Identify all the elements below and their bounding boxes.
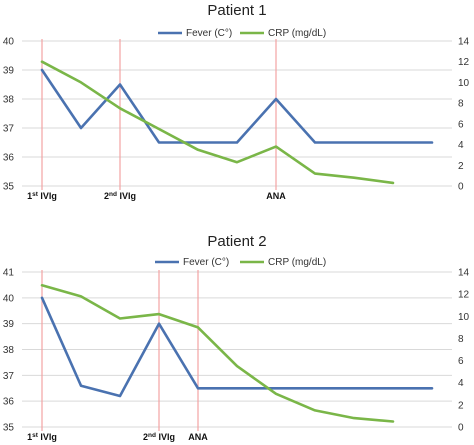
event-label: ANA xyxy=(266,191,286,201)
y-tick-right: 10 xyxy=(458,78,470,89)
y-tick-left: 37 xyxy=(3,371,15,382)
y-tick-left: 39 xyxy=(3,319,15,330)
y-tick-left: 41 xyxy=(3,268,15,279)
y-tick-left: 35 xyxy=(3,182,15,193)
y-tick-right: 6 xyxy=(458,356,464,367)
y-tick-right: 10 xyxy=(458,312,470,323)
grid xyxy=(22,271,452,428)
y-axis-left: 35 36 37 38 39 40 41 xyxy=(3,268,15,434)
y-tick-left: 39 xyxy=(3,66,15,77)
chart-title: Patient 2 xyxy=(207,233,266,250)
event-markers: 1st IVIg 2nd IVIg ANA xyxy=(27,39,286,201)
y-axis-right: 0 2 4 6 8 10 12 14 xyxy=(458,37,470,193)
event-label: 2nd IVIg xyxy=(143,432,175,442)
legend-label-crp: CRP (mg/dL) xyxy=(268,28,326,39)
grid xyxy=(22,40,452,187)
y-tick-left: 40 xyxy=(3,37,15,48)
series-line-fever xyxy=(40,296,434,398)
event-label: 1st IVIg xyxy=(27,191,57,201)
y-tick-left: 38 xyxy=(3,345,15,356)
y-tick-left: 37 xyxy=(3,124,15,135)
legend-label-fever: Fever (C°) xyxy=(186,28,232,39)
y-tick-left: 36 xyxy=(3,397,15,408)
y-tick-right: 4 xyxy=(458,140,464,151)
event-markers: 1st IVIg 2nd IVIg ANA xyxy=(27,270,208,442)
y-tick-right: 0 xyxy=(458,182,464,193)
y-tick-right: 2 xyxy=(458,161,464,172)
y-tick-right: 2 xyxy=(458,400,464,411)
y-tick-right: 12 xyxy=(458,57,470,68)
y-tick-left: 35 xyxy=(3,423,15,434)
chart-patient-2: Patient 2 Fever (C°) CRP (mg/dL) 1st IVI… xyxy=(3,233,470,442)
y-tick-right: 14 xyxy=(458,268,470,279)
y-tick-right: 8 xyxy=(458,334,464,345)
event-label: ANA xyxy=(188,432,208,442)
series xyxy=(40,283,434,423)
y-tick-right: 6 xyxy=(458,119,464,130)
y-axis-left: 35 36 37 38 39 40 xyxy=(3,37,15,193)
y-tick-left: 40 xyxy=(3,293,15,304)
chart-patient-1: Patient 1 Fever (C°) CRP (mg/dL) 1st IVI… xyxy=(3,2,470,201)
chart-title: Patient 1 xyxy=(207,2,266,19)
legend-label-fever: Fever (C°) xyxy=(183,257,229,268)
y-tick-right: 0 xyxy=(458,423,464,434)
y-tick-left: 36 xyxy=(3,153,15,164)
event-label: 1st IVIg xyxy=(27,432,57,442)
y-axis-right: 0 2 4 6 8 10 12 14 xyxy=(458,268,470,434)
series-line-crp xyxy=(40,60,395,185)
series-line-fever xyxy=(40,68,434,144)
series xyxy=(40,60,434,185)
event-label: 2nd IVIg xyxy=(104,191,136,201)
y-tick-left: 38 xyxy=(3,95,15,106)
legend-label-crp: CRP (mg/dL) xyxy=(268,257,326,268)
legend: Fever (C°) CRP (mg/dL) xyxy=(155,257,326,268)
y-tick-right: 14 xyxy=(458,37,470,48)
y-tick-right: 12 xyxy=(458,290,470,301)
y-tick-right: 8 xyxy=(458,99,464,110)
y-tick-right: 4 xyxy=(458,378,464,389)
series-line-crp xyxy=(40,283,395,423)
legend: Fever (C°) CRP (mg/dL) xyxy=(158,28,326,39)
